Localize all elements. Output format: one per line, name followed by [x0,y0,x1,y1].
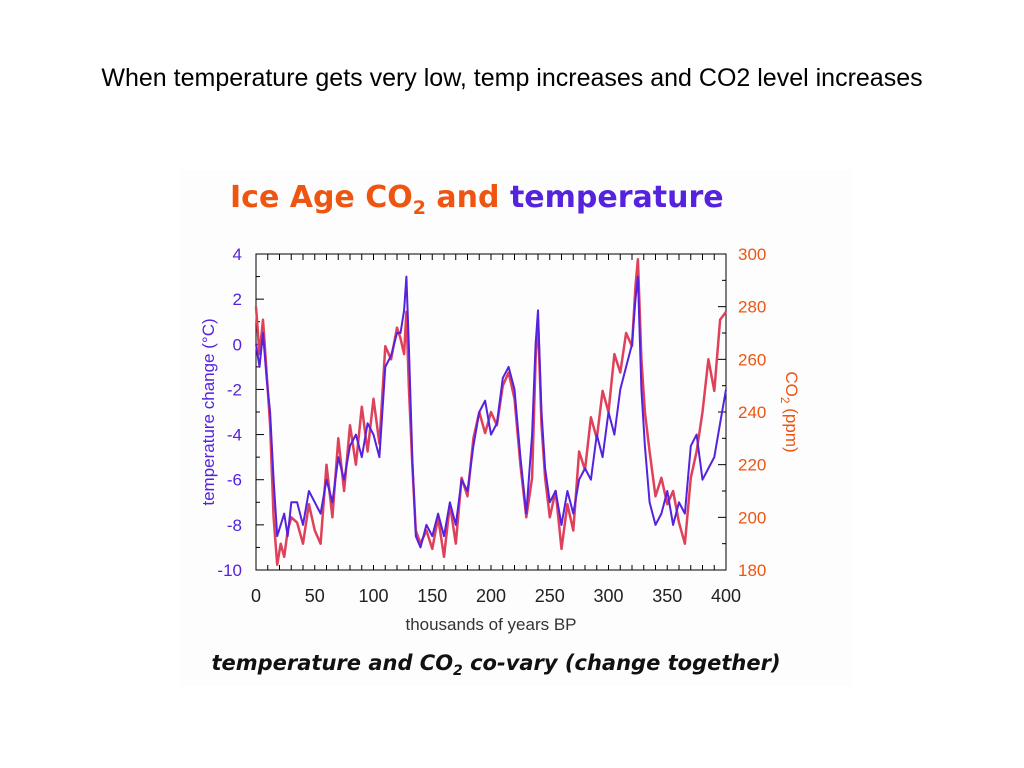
y-left-tick-label: 4 [233,245,242,264]
x-tick-label: 50 [305,586,325,606]
x-tick-label: 300 [593,586,623,606]
figure-panel: Ice Age CO2 and temperature 0 50 100 150 200… [180,170,852,686]
y-right-tick-label: 180 [738,561,766,580]
y-right-label-sub: 2 [778,397,792,404]
heading-co2: Ice Age CO [230,180,413,215]
y-axis-right-label: CO2 (ppm) [778,371,801,452]
y-left-tick-label: -10 [217,561,242,580]
x-tick-label: 400 [711,586,741,606]
heading-co2-sub: 2 [413,197,426,219]
y-right-label-unit: (ppm) [782,404,801,453]
tick-marks [255,253,727,571]
y-left-tick-label: 0 [233,335,242,354]
y-left-tick-label: 2 [233,290,242,309]
x-tick-labels: 0 50 100 150 200 250 300 350 400 [251,586,741,606]
caption-part1: temperature and CO [211,651,453,675]
y-left-tick-label: -6 [227,471,242,490]
heading-temperature: temperature [510,180,724,215]
x-tick-label: 250 [535,586,565,606]
y-right-tick-label: 280 [738,298,766,317]
y-left-tick-label: -2 [227,380,242,399]
co2-line [254,258,728,566]
x-tick-label: 100 [358,586,388,606]
y-right-tick-labels: 180 200 220 240 260 280 300 [738,245,766,580]
x-axis-label: thousands of years BP [405,615,576,634]
slide-title: When temperature gets very low, temp inc… [101,64,923,92]
y-right-tick-label: 220 [738,456,766,475]
y-right-label-main: CO [782,371,801,397]
y-right-tick-label: 260 [738,350,766,369]
heading-and: and [426,180,510,215]
x-tick-label: 350 [652,586,682,606]
x-tick-label: 200 [476,586,506,606]
y-right-tick-label: 240 [738,403,766,422]
y-left-tick-label: -8 [227,516,242,535]
x-tick-label: 0 [251,586,261,606]
y-axis-left-label: temperature change (°C) [199,318,218,505]
y-right-tick-label: 300 [738,245,766,264]
caption-part2: co-vary (change together) [463,651,781,675]
temperature-line [255,275,727,549]
y-left-tick-label: -4 [227,426,242,445]
figure-caption: temperature and CO2 co-vary (change toge… [211,651,780,679]
caption-sub: 2 [453,663,463,679]
y-left-tick-labels: -10 -8 -6 -4 -2 0 2 4 [217,245,242,580]
co2-temperature-chart: Ice Age CO2 and temperature 0 50 100 150 200… [199,180,801,679]
data-series [254,258,728,566]
x-tick-label: 150 [417,586,447,606]
y-right-tick-label: 200 [738,508,766,527]
figure-heading: Ice Age CO2 and temperature [230,180,724,219]
